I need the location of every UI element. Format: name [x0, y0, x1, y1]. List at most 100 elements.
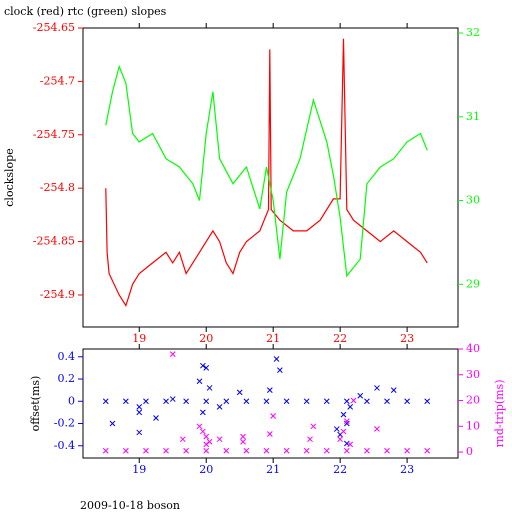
x-marker-stroke [179, 436, 186, 443]
y2-axis-label: rnd-trip(ms) [493, 380, 506, 448]
x-marker [206, 438, 213, 445]
x-marker-stroke [303, 398, 310, 405]
x-marker [273, 356, 280, 362]
x-marker-stroke [266, 431, 273, 437]
x-marker-stroke [216, 403, 223, 410]
x-marker [270, 413, 277, 419]
x-marker [337, 436, 343, 443]
x-marker-stroke [243, 447, 250, 454]
x-marker-stroke [340, 411, 347, 418]
x-marker [203, 433, 210, 440]
x-marker-stroke [303, 447, 310, 454]
x-marker [200, 409, 206, 416]
x-tick-label: 20 [199, 463, 213, 476]
x-marker [343, 447, 350, 454]
x-marker [196, 423, 203, 430]
x-marker [102, 447, 109, 454]
x-marker [200, 428, 206, 435]
y-axis-label: offset(ms) [29, 376, 42, 432]
x-marker-stroke [307, 436, 313, 443]
x-marker [340, 411, 347, 418]
y-tick-label: 0.4 [58, 350, 76, 363]
x-marker [323, 398, 330, 405]
plot-frame [82, 27, 459, 328]
x-marker-stroke [163, 398, 169, 405]
x-marker-stroke [196, 423, 203, 430]
x-marker-stroke [102, 447, 109, 454]
x-marker-stroke [123, 447, 129, 454]
x-marker-stroke [143, 398, 149, 405]
x-marker [203, 398, 210, 405]
x-marker [243, 398, 250, 405]
y2-tick-label: 29 [466, 277, 480, 290]
x-marker [374, 426, 380, 432]
y-tick-label: 0 [68, 394, 75, 407]
y2-tick-label: 20 [466, 394, 480, 407]
x-tick-label: 22 [333, 463, 347, 476]
x-marker-stroke [203, 441, 210, 448]
x-marker [364, 447, 370, 454]
x-marker-stroke [196, 378, 203, 385]
x-marker [163, 447, 169, 454]
x-marker [153, 415, 159, 421]
x-marker [206, 385, 213, 391]
x-tick-label: 19 [132, 332, 146, 345]
x-tick-label: 21 [266, 332, 280, 345]
x-marker [243, 447, 250, 454]
x-marker-stroke [343, 418, 350, 425]
x-tick-label: 23 [400, 463, 414, 476]
x-marker-stroke [277, 367, 283, 373]
x-marker [343, 418, 350, 425]
x-marker [390, 387, 397, 394]
y2-tick-label: 30 [466, 368, 480, 381]
x-marker-stroke [270, 413, 277, 419]
x-marker [169, 351, 176, 358]
y2-tick-label: 0 [466, 445, 473, 458]
x-marker [424, 398, 431, 405]
x-marker-stroke [143, 447, 149, 454]
x-marker-stroke [183, 447, 189, 454]
x-marker [347, 441, 354, 448]
x-marker-stroke [364, 447, 370, 454]
x-marker-stroke [390, 387, 397, 394]
x-marker [303, 447, 310, 454]
x-marker-stroke [169, 351, 176, 358]
x-marker-stroke [323, 398, 330, 405]
x-marker [333, 426, 340, 432]
x-marker [136, 429, 143, 436]
x-marker [404, 398, 410, 405]
y-tick-label: -254.65 [33, 21, 75, 34]
x-marker [384, 447, 390, 454]
x-marker-stroke [203, 433, 210, 440]
chart-title: clock (red) rtc (green) slopes [4, 5, 167, 18]
x-marker [343, 398, 350, 405]
x-marker-stroke [350, 397, 357, 404]
x-tick-label: 23 [400, 332, 414, 345]
x-marker [216, 436, 223, 443]
x-marker [223, 447, 230, 454]
y2-tick-label: 31 [466, 110, 480, 123]
x-marker-stroke [200, 362, 206, 369]
y-tick-label: -254.7 [40, 74, 75, 87]
x-marker [216, 403, 223, 410]
x-marker-stroke [323, 447, 330, 454]
x-marker [323, 447, 330, 454]
x-marker [374, 385, 380, 391]
x-marker [283, 398, 290, 405]
x-marker [136, 409, 143, 416]
x-marker-stroke [203, 398, 210, 405]
x-marker [109, 420, 116, 427]
x-marker-stroke [236, 389, 243, 396]
x-marker-stroke [136, 403, 143, 410]
x-marker-stroke [266, 387, 273, 394]
x-marker [179, 436, 186, 443]
x-marker-stroke [163, 447, 169, 454]
x-marker [183, 447, 189, 454]
x-marker-stroke [216, 436, 223, 443]
x-marker [143, 398, 149, 405]
x-tick-label: 19 [132, 463, 146, 476]
x-marker [123, 447, 129, 454]
x-marker [347, 403, 354, 410]
